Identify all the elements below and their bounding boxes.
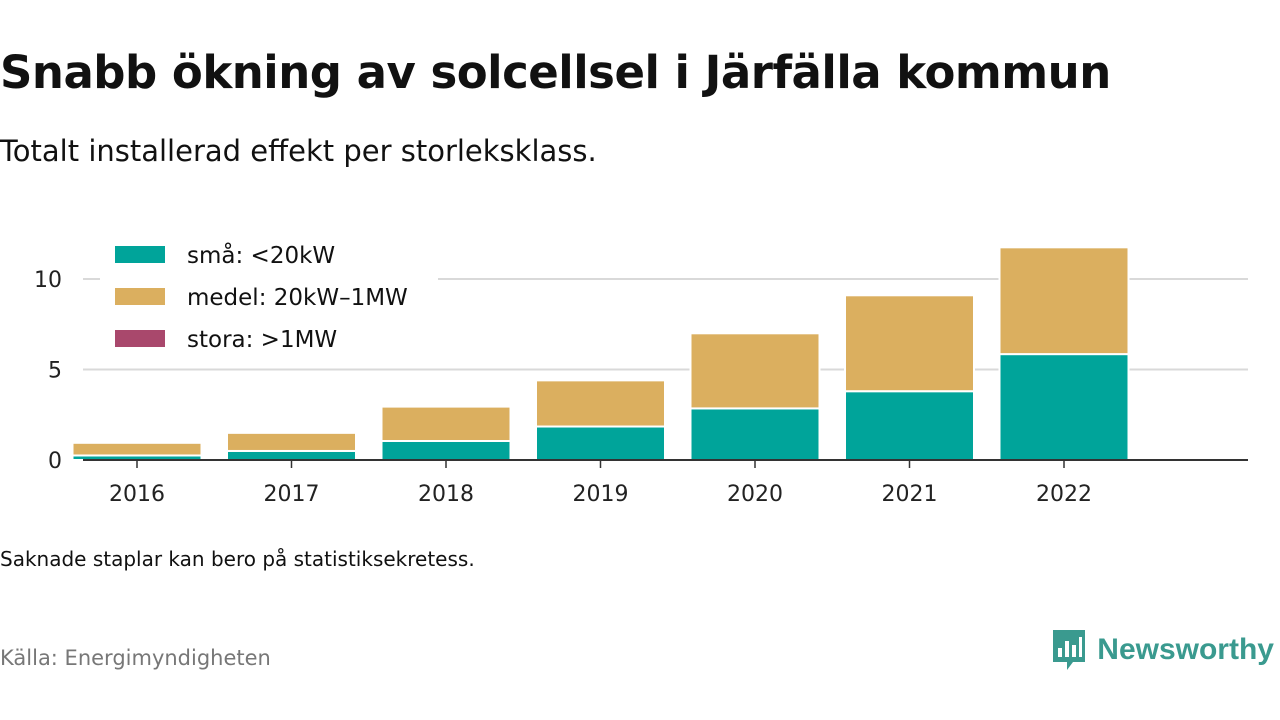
source-label: Källa: Energimyndigheten <box>0 646 271 670</box>
x-axis: 2016 2017 2018 2019 2020 2021 2022 <box>83 459 1248 507</box>
x-tick-label: 2019 <box>573 482 629 507</box>
y-tick-label: 10 <box>34 268 62 293</box>
bar-segment <box>689 332 821 410</box>
x-tick-label: 2017 <box>264 482 320 507</box>
x-tick-label: 2018 <box>418 482 474 507</box>
legend-label: stora: >1MW <box>187 327 337 353</box>
bar-segment <box>689 407 821 461</box>
legend-label: små: <20kW <box>187 241 335 269</box>
bar-segment <box>535 379 666 428</box>
x-tick-label: 2020 <box>727 482 783 507</box>
bar-segment <box>380 405 512 442</box>
legend-swatch <box>115 246 165 263</box>
bar-segment <box>998 353 1130 462</box>
legend: små: <20kW medel: 20kW–1MW stora: >1MW <box>100 236 438 358</box>
bar-segment <box>226 449 357 461</box>
stacked-bar-chart: 0 5 10 2016 2017 2018 2019 2020 2021 2022 små: <… <box>34 236 1248 507</box>
bar-segment <box>380 439 512 461</box>
y-tick-label: 5 <box>48 359 62 384</box>
x-tick-label: 2016 <box>109 482 165 507</box>
x-tick-label: 2021 <box>882 482 938 507</box>
brand-logo: Newsworthy <box>1051 628 1274 672</box>
bar-segment <box>844 294 975 393</box>
chart-subtitle: Totalt installerad effekt per storlekskl… <box>0 134 597 168</box>
bar-segment <box>844 390 975 461</box>
newsworthy-logo-icon <box>1053 630 1086 670</box>
legend-swatch <box>115 288 165 305</box>
bar-segment <box>71 441 203 457</box>
bar-segment <box>535 425 666 461</box>
footnote: Saknade staplar kan bero på statistiksek… <box>0 547 475 571</box>
legend-swatch <box>115 330 165 347</box>
bar-segment <box>998 246 1130 356</box>
brand-name: Newsworthy <box>1097 633 1274 666</box>
bar-segment <box>226 431 357 452</box>
legend-label: medel: 20kW–1MW <box>187 285 408 311</box>
y-tick-label: 0 <box>48 449 62 474</box>
x-tick-label: 2022 <box>1036 482 1092 507</box>
chart-title: Snabb ökning av solcellsel i Järfälla ko… <box>0 46 1111 99</box>
y-axis: 0 5 10 <box>34 268 62 474</box>
